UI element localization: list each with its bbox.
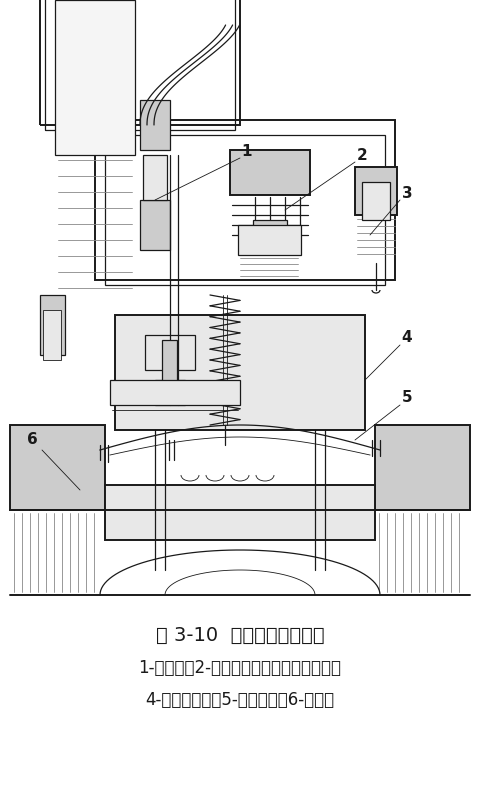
Bar — [162, 340, 177, 390]
Bar — [355, 167, 397, 215]
Bar — [253, 220, 287, 240]
Bar — [55, 0, 135, 155]
Bar — [10, 425, 105, 510]
Bar — [362, 182, 390, 220]
Bar — [145, 335, 195, 370]
Bar — [45, 0, 235, 130]
Text: 4: 4 — [402, 330, 412, 345]
Bar — [238, 225, 301, 255]
Text: 图 3-10  电磁阀结构示意图: 图 3-10 电磁阀结构示意图 — [156, 626, 324, 645]
Text: 4-电磁阀上腔；5-橡皮隔膜；6-导流孔: 4-电磁阀上腔；5-橡皮隔膜；6-导流孔 — [145, 691, 335, 709]
Bar — [140, 100, 170, 150]
Text: 3: 3 — [402, 186, 412, 201]
Bar — [110, 380, 240, 405]
Bar — [143, 155, 167, 200]
Bar — [43, 310, 61, 360]
Bar — [115, 315, 365, 430]
Bar — [155, 380, 185, 405]
Bar — [375, 425, 470, 510]
Text: 5: 5 — [402, 390, 412, 405]
Text: 1: 1 — [242, 145, 252, 160]
Text: 1-电磁头；2-流量调节手柄；外排气螺丝；: 1-电磁头；2-流量调节手柄；外排气螺丝； — [139, 659, 341, 677]
Bar — [140, 200, 170, 250]
Bar — [40, 0, 240, 125]
Bar — [95, 120, 395, 280]
Bar — [230, 150, 310, 195]
Text: 2: 2 — [357, 149, 367, 164]
Bar — [105, 135, 385, 285]
Bar — [105, 485, 375, 540]
Bar — [40, 295, 65, 355]
Text: 6: 6 — [26, 432, 37, 447]
